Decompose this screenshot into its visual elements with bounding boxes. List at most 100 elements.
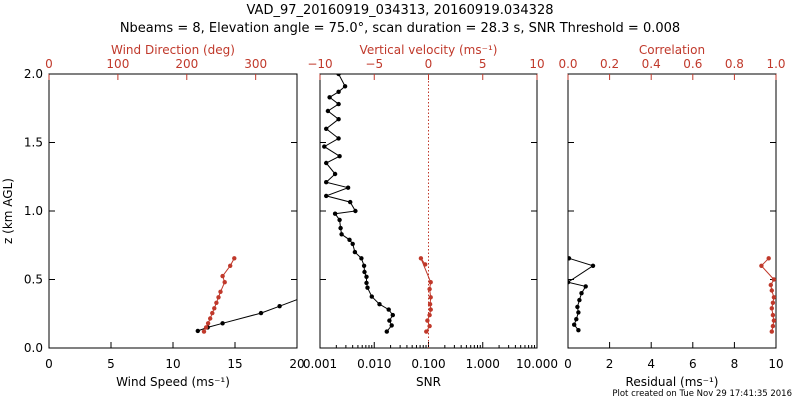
data-point <box>572 322 577 327</box>
data-point <box>352 249 358 255</box>
data-point <box>220 321 225 326</box>
bottom-tick-label: 0.010 <box>357 357 391 371</box>
panel-3: 0 2 4 6 8 10 Residual (ms⁻¹) 0.0 0.2 0.4 0.6 0.8 1.0… <box>558 43 785 389</box>
data-point <box>575 304 580 310</box>
data-point <box>218 289 223 294</box>
panel-2: 0.001 0.010 0.100 1.000 10.000 SNR −10 −5 0 5 10 Ve… <box>303 43 558 389</box>
top-axis-label: Wind Direction (deg) <box>111 43 235 57</box>
data-point <box>590 263 596 268</box>
data-point <box>195 328 200 334</box>
y-tick-label: 1.5 <box>24 136 43 150</box>
top-tick-label: −10 <box>307 57 332 71</box>
data-point <box>336 117 341 122</box>
data-point <box>364 274 369 279</box>
bottom-tick-label: 8 <box>731 357 739 371</box>
data-point <box>427 302 433 307</box>
panel-frame <box>48 73 298 349</box>
data-point <box>216 295 221 300</box>
y-tick-label: 1.0 <box>24 204 43 218</box>
data-point <box>390 312 395 318</box>
top-tick-label: 0.8 <box>725 57 744 71</box>
data-point <box>771 295 776 300</box>
top-tick-label: 300 <box>244 57 267 71</box>
data-point <box>325 108 331 114</box>
data-point <box>769 329 774 334</box>
bottom-axis-label: SNR <box>416 375 441 389</box>
panel-1: 0 5 10 15 20 Wind Speed (ms⁻¹) 0 100 200 300 Wind … <box>1 43 305 389</box>
data-point <box>428 307 433 312</box>
bottom-tick-label: 15 <box>227 357 242 371</box>
data-point <box>324 126 329 131</box>
data-point <box>427 286 432 292</box>
series-red-top <box>201 256 237 334</box>
series-line <box>323 74 394 332</box>
data-point <box>771 277 776 282</box>
top-tick-label: 0.2 <box>600 57 619 71</box>
bottom-tick-label: 20 <box>289 357 304 371</box>
bottom-tick-label: 0.001 <box>303 357 337 371</box>
bottom-tick-label: 10 <box>768 357 783 371</box>
data-point <box>387 318 392 323</box>
bottom-tick-label: 0 <box>564 357 572 371</box>
data-point <box>214 300 219 305</box>
data-point <box>583 284 588 289</box>
data-point <box>222 280 227 285</box>
bottom-tick-label: 2 <box>606 357 614 371</box>
data-point <box>769 288 774 293</box>
data-point <box>338 225 343 231</box>
top-tick-label: 200 <box>175 57 198 71</box>
bottom-tick-label: 5 <box>107 357 115 371</box>
data-point <box>336 89 341 95</box>
top-tick-label: 1.0 <box>766 57 785 71</box>
data-point <box>574 317 579 322</box>
data-point <box>337 217 342 223</box>
top-axis-label: Vertical velocity (ms⁻¹) <box>360 43 498 57</box>
data-point <box>759 263 764 268</box>
data-point <box>342 84 348 89</box>
data-point <box>766 256 771 261</box>
data-point <box>425 318 430 323</box>
data-point <box>203 325 209 330</box>
data-point <box>770 323 776 329</box>
data-point <box>418 256 424 261</box>
data-point <box>377 302 382 307</box>
data-point <box>337 154 342 159</box>
top-tick-label: 0.0 <box>558 57 577 71</box>
top-tick-label: 5 <box>479 57 487 71</box>
y-axis-label: z (km AGL) <box>1 178 15 244</box>
data-point <box>336 136 341 141</box>
data-point <box>365 285 370 290</box>
data-point <box>332 171 338 177</box>
data-point <box>322 144 327 149</box>
data-point <box>336 74 341 77</box>
series-black-bottom <box>322 74 395 334</box>
data-point <box>386 307 391 312</box>
data-point <box>428 295 433 300</box>
data-point <box>568 256 572 261</box>
bottom-tick-label: 0 <box>45 357 53 371</box>
bottom-tick-label: 6 <box>689 357 697 371</box>
data-point <box>327 95 332 100</box>
y-tick-label: 0.5 <box>24 273 43 287</box>
bottom-axis-label: Residual (ms⁻¹) <box>626 375 719 389</box>
data-point <box>201 329 207 334</box>
data-point <box>347 237 352 242</box>
data-point <box>258 310 264 316</box>
data-point <box>205 321 211 326</box>
bottom-tick-label: 1.000 <box>466 357 500 371</box>
data-point <box>339 232 344 237</box>
data-point <box>579 291 584 296</box>
data-point <box>332 211 338 216</box>
bottom-tick-label: 4 <box>647 357 655 371</box>
top-tick-label: 0 <box>45 57 53 71</box>
data-point <box>424 329 429 334</box>
data-point <box>568 280 571 285</box>
data-point <box>345 185 351 190</box>
data-point <box>324 193 329 199</box>
top-tick-label: 0.4 <box>642 57 661 71</box>
data-point <box>384 329 389 334</box>
data-point <box>576 328 581 333</box>
top-tick-label: −5 <box>365 57 383 71</box>
